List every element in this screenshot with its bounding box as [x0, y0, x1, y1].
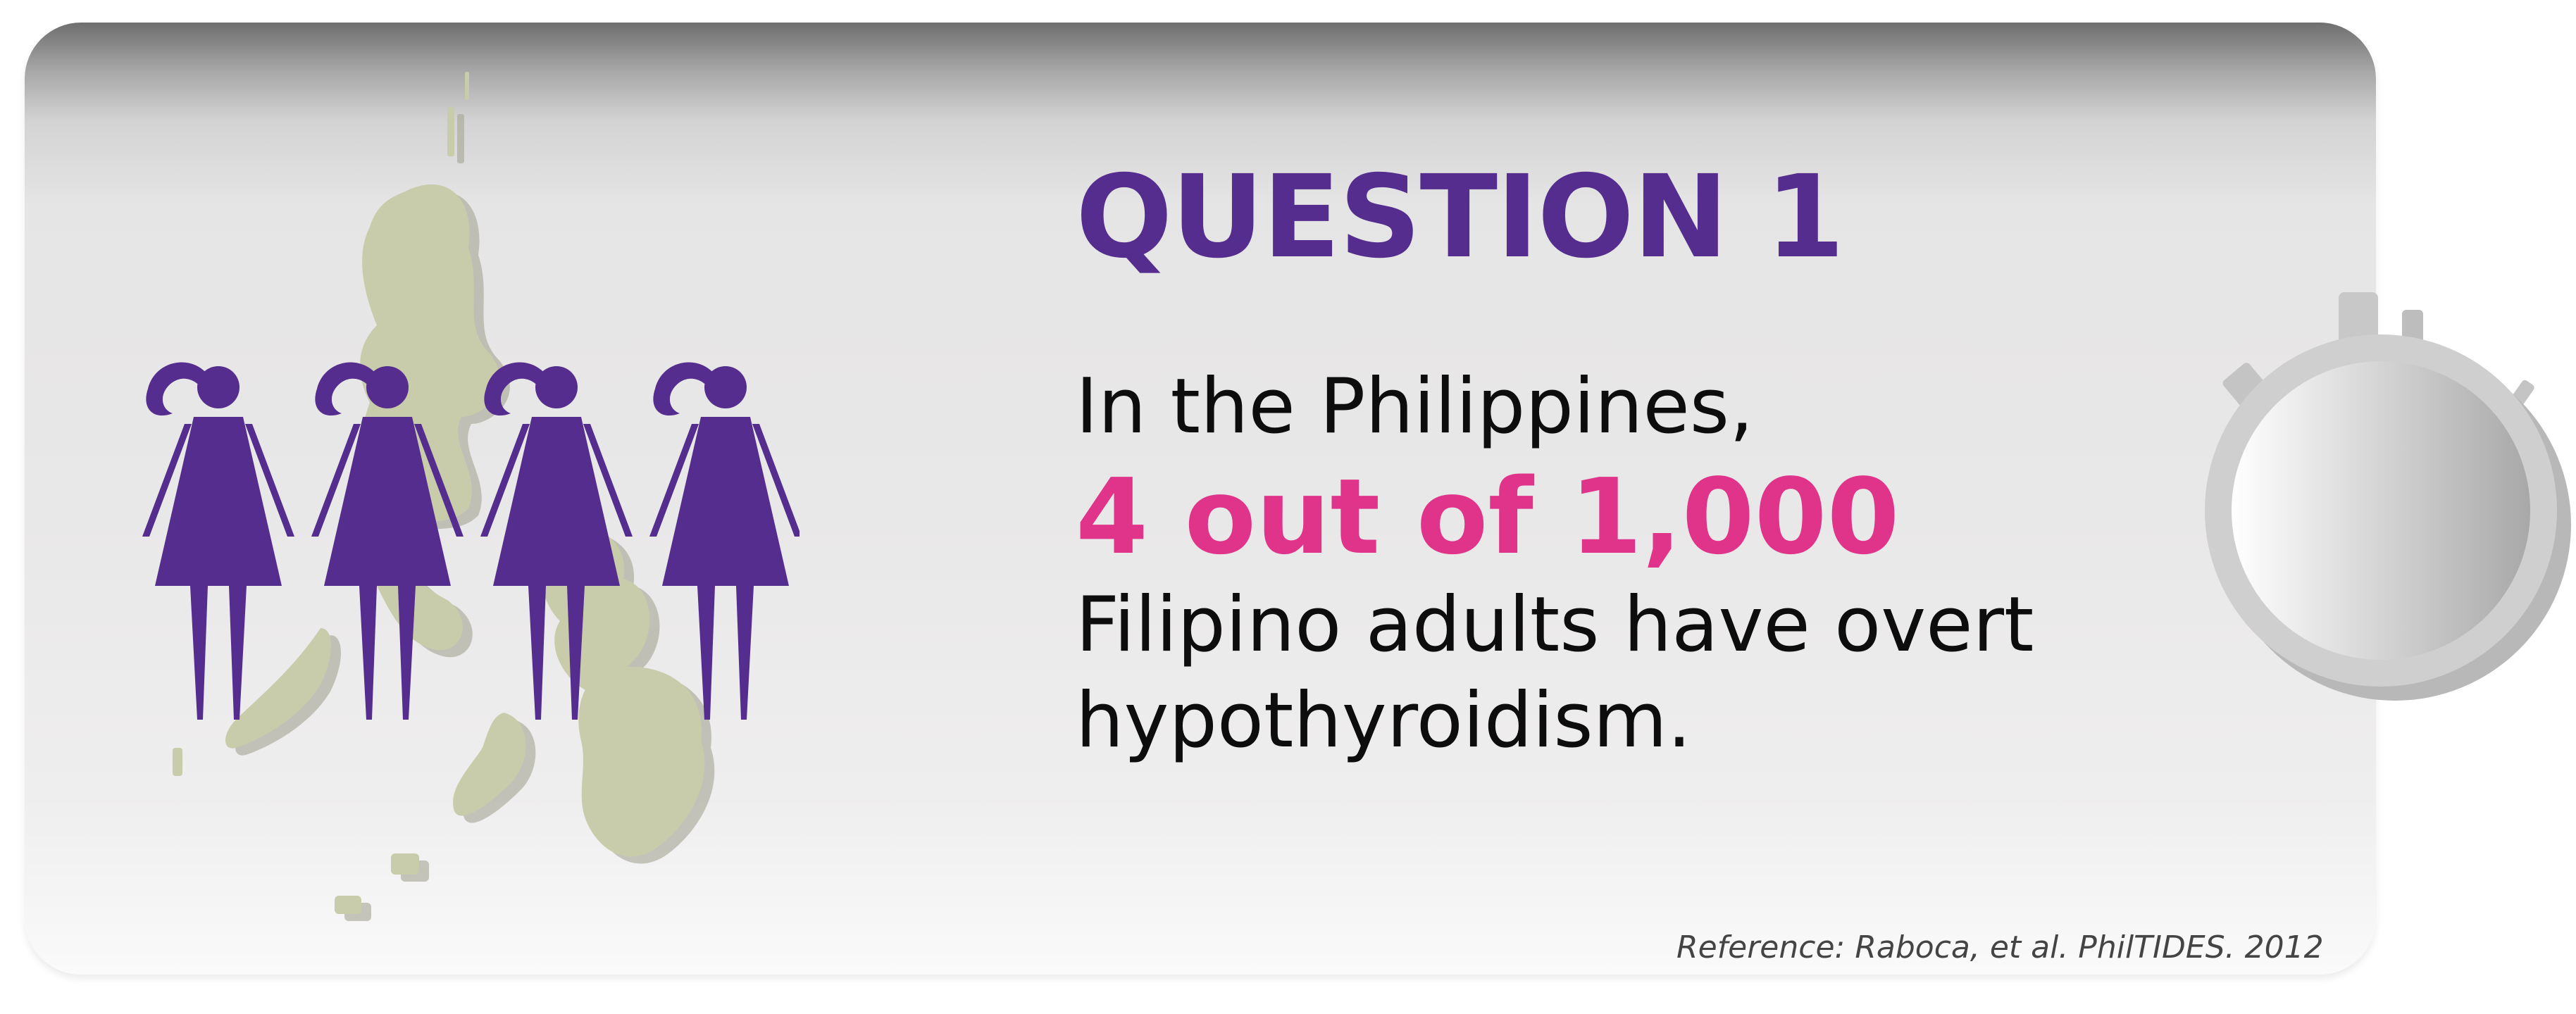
body-text-line-2: hypothyroidism. — [1076, 677, 1692, 765]
reference-citation: Reference: Raboca, et al. PhilTIDES. 201… — [1676, 930, 2324, 965]
woman-figure-icon — [649, 362, 799, 720]
body-text-line-1: Filipino adults have overt — [1076, 581, 2034, 669]
question-title: QUESTION 1 — [1076, 151, 1845, 284]
intro-text: In the Philippines, — [1076, 363, 1754, 451]
woman-figure-icon — [142, 362, 294, 720]
stopwatch-icon — [2205, 292, 2571, 701]
statistic-text: 4 out of 1,000 — [1076, 456, 1900, 577]
people-group — [142, 362, 799, 720]
question-card: QUESTION 1 In the Philippines, 4 out of … — [25, 23, 2376, 975]
woman-figure-icon — [311, 362, 463, 720]
woman-figure-icon — [480, 362, 633, 720]
